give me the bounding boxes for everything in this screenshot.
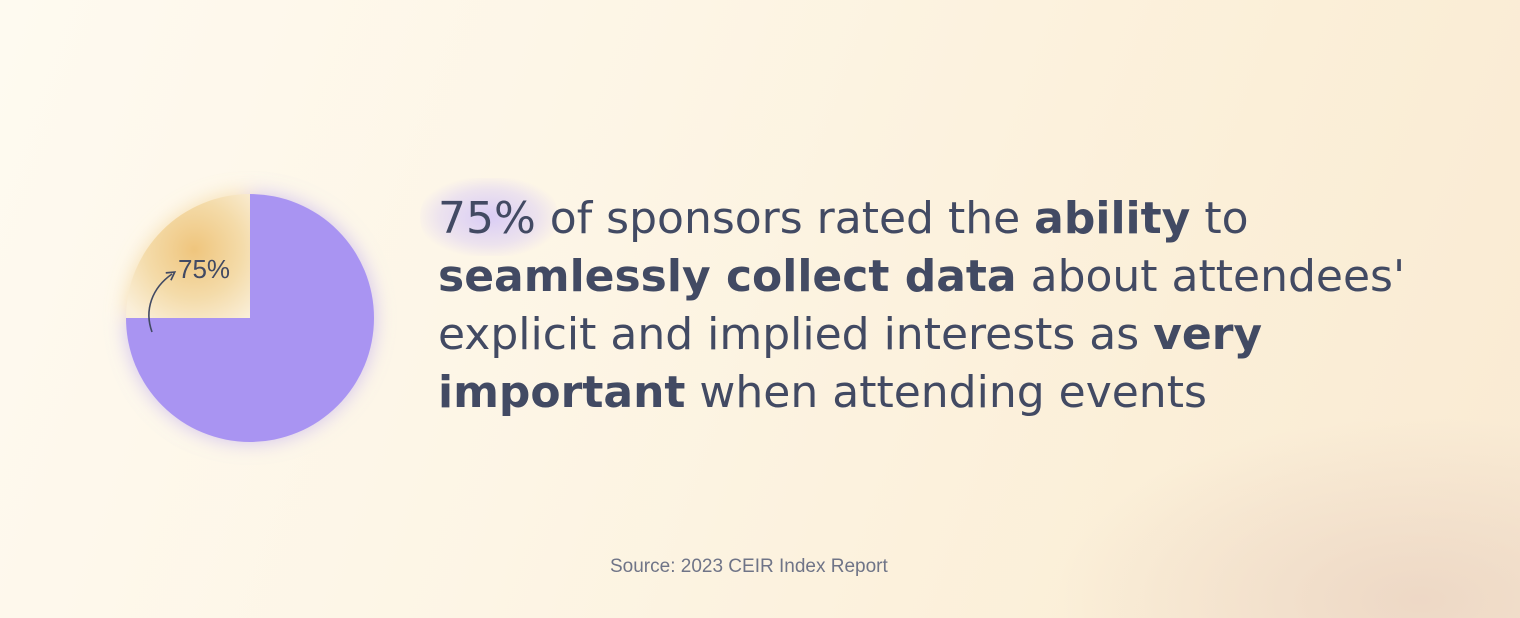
pie-chart-svg: 75% <box>126 194 374 442</box>
headline-emphasis: seamlessly collect data <box>438 251 1017 302</box>
headline-emphasis: important <box>438 367 686 418</box>
headline-line-2: seamlessly collect data about attendees' <box>438 248 1478 306</box>
headline: 75% of sponsors rated the ability to sea… <box>420 178 1478 422</box>
pie-slice-1 <box>126 194 250 318</box>
headline-stat: 75% <box>420 178 558 256</box>
headline-text: when attending events <box>685 367 1207 418</box>
headline-line-4: important when attending events <box>438 364 1478 422</box>
pie-data-label: 75% <box>178 254 230 284</box>
pie-chart: 75% <box>100 170 400 470</box>
headline-line-3: explicit and implied interests as very <box>438 306 1478 364</box>
headline-emphasis: very <box>1153 309 1263 360</box>
pie-arrow <box>148 271 177 333</box>
headline-text: to <box>1190 193 1249 244</box>
headline-text: explicit and implied interests as <box>438 309 1154 360</box>
headline-text: about attendees' <box>1016 251 1406 302</box>
headline-line-1: 75% of sponsors rated the ability to <box>420 178 1478 256</box>
headline-emphasis: ability <box>1034 193 1191 244</box>
headline-text: of sponsors rated the <box>535 193 1035 244</box>
source-note: Source: 2023 CEIR Index Report <box>610 556 888 577</box>
